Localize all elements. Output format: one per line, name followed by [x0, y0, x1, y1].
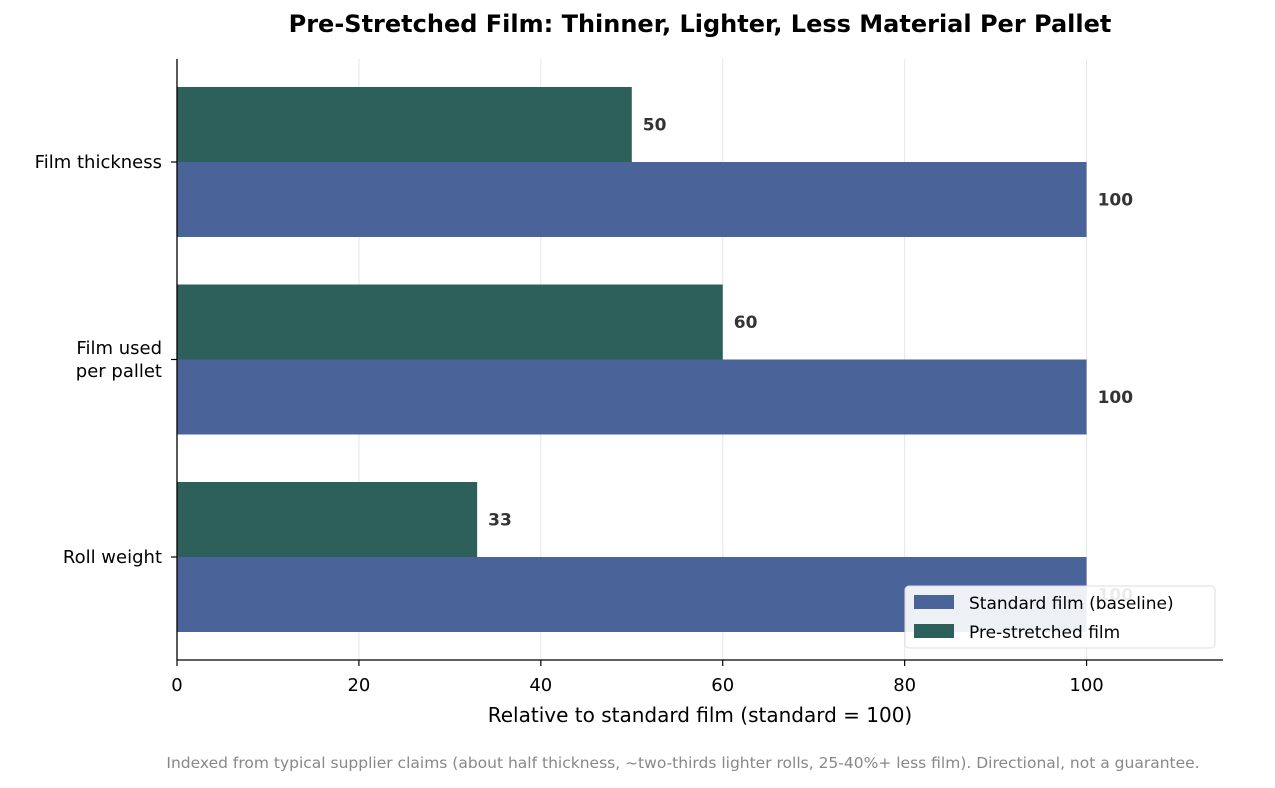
x-tick-label: 0 — [171, 675, 182, 696]
y-tick-label: Film thickness — [35, 152, 162, 173]
y-tick-label: per pallet — [76, 361, 162, 382]
bar — [177, 284, 723, 360]
x-axis-label: Relative to standard film (standard = 10… — [488, 703, 912, 727]
data-label: 33 — [488, 511, 512, 531]
legend: Standard film (baseline) Pre-stretched fi… — [904, 585, 1216, 649]
x-tick-label: 100 — [1069, 675, 1103, 696]
x-tick-label: 20 — [347, 675, 370, 696]
legend-box — [904, 585, 1216, 649]
chart-title: Pre-Stretched Film: Thinner, Lighter, Le… — [288, 10, 1112, 38]
x-tick-label: 40 — [529, 675, 552, 696]
legend-label: Standard film (baseline) — [969, 594, 1174, 614]
bar — [177, 359, 1087, 435]
data-label: 100 — [1098, 191, 1134, 211]
legend-swatch — [914, 624, 954, 638]
bar — [177, 162, 1087, 237]
y-tick-label: Roll weight — [63, 547, 162, 568]
data-label: 100 — [1098, 388, 1134, 408]
legend-label: Pre-stretched film — [969, 623, 1120, 643]
bar — [177, 482, 478, 557]
x-tick-label: 80 — [893, 675, 916, 696]
legend-swatch — [914, 595, 954, 609]
y-tick-label: Film used — [76, 338, 162, 359]
x-tick-label: 60 — [711, 675, 734, 696]
data-label: 50 — [643, 116, 667, 136]
data-label: 60 — [734, 313, 758, 333]
chart-footnote: Indexed from typical supplier claims (ab… — [166, 754, 1200, 772]
bars — [177, 87, 1087, 632]
bar — [177, 87, 632, 162]
